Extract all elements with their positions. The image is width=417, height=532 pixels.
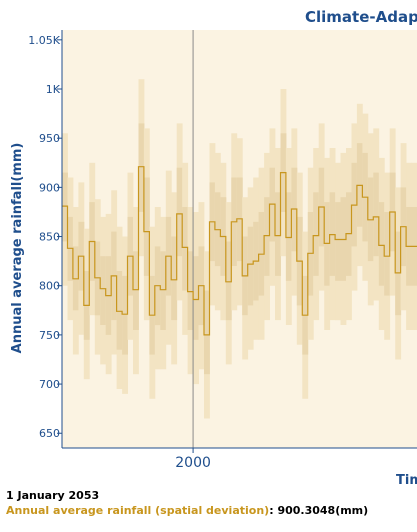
y-axis-ticks: 1.05K 1K 950 900 850 800 750 700 650	[28, 30, 63, 448]
deviation-band-inner	[373, 172, 380, 257]
readout-date: 1 January 2053	[6, 489, 100, 502]
deviation-band-inner	[138, 123, 145, 212]
deviation-band-inner	[160, 251, 167, 330]
mean-rainfall-line	[62, 166, 417, 336]
deviation-band-inner	[100, 256, 107, 325]
x-tick-label: 2000	[175, 455, 211, 471]
y-tick-label: 850	[39, 231, 60, 244]
rainfall-chart: Climate-Adapt Annual average rainfall(mm…	[10, 8, 417, 488]
deviation-band-inner	[275, 192, 281, 276]
plot-area[interactable]	[62, 30, 417, 448]
deviation-band-inner	[264, 197, 270, 276]
deviation-band-inner	[176, 167, 183, 257]
deviation-band-inner	[122, 275, 128, 355]
readout-label: Annual average rainfall (spatial deviati…	[6, 504, 270, 517]
deviation-band-inner	[133, 251, 139, 330]
deviation-band-inner	[193, 256, 199, 340]
chart-title: Climate-Adapt	[305, 8, 417, 26]
y-tick-label: 1.05K	[28, 34, 60, 47]
deviation-band-inner	[116, 271, 123, 350]
y-tick-label: 650	[39, 427, 60, 440]
deviation-band-inner	[335, 202, 341, 281]
deviation-band-inner	[378, 202, 385, 286]
y-axis-label: Annual average rainfall(mm)	[10, 143, 25, 354]
hover-readout: 1 January 2053 Annual average rainfall (…	[6, 489, 369, 517]
readout-value: 900.3048(mm)	[277, 504, 369, 517]
y-tick-label: 750	[39, 329, 60, 342]
y-tick-label: 800	[39, 280, 60, 293]
deviation-band-inner	[285, 192, 292, 281]
deviation-band-inner	[204, 290, 210, 375]
y-tick-label: 1K	[46, 83, 61, 96]
deviation-band-inner	[313, 192, 320, 276]
y-tick-label: 900	[39, 181, 60, 194]
deviation-band-inner	[384, 212, 391, 296]
deviation-band-inner	[62, 172, 68, 242]
y-tick-label: 950	[39, 132, 60, 145]
deviation-band-inner	[247, 226, 254, 306]
deviation-band-inner	[225, 241, 232, 321]
deviation-band-inner	[182, 207, 189, 291]
x-axis-ticks: 2000	[62, 447, 417, 471]
deviation-band-inner	[171, 236, 178, 321]
deviation-band-inner	[143, 177, 150, 276]
y-tick-label: 700	[39, 378, 60, 391]
deviation-band-inner	[187, 251, 194, 330]
x-axis-label: Tim	[396, 473, 417, 488]
